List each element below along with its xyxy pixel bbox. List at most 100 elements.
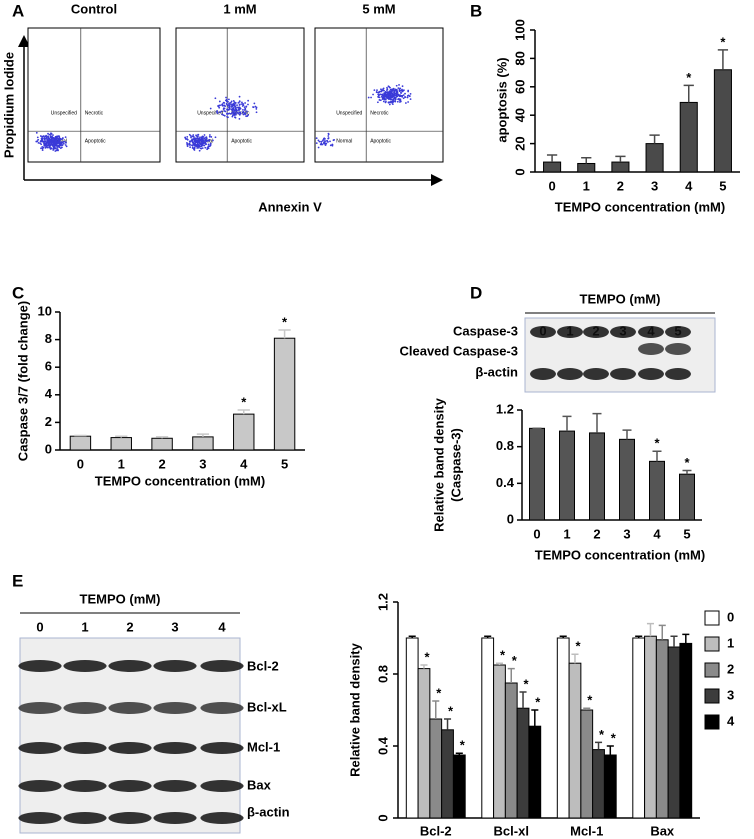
x-tick-label: 0: [77, 456, 84, 471]
flow-dot: [208, 135, 211, 138]
flow-dot: [380, 90, 383, 93]
flow-dot: [186, 138, 189, 141]
x-axis-label: TEMPO concentration (mM): [535, 547, 705, 562]
flow-dot: [244, 102, 247, 104]
flow-dot: [48, 142, 51, 145]
blot-band: [610, 368, 636, 380]
blot-band: [665, 368, 691, 380]
flow-dot: [54, 136, 57, 139]
legend-swatch: [704, 636, 720, 652]
flow-dot: [225, 100, 228, 103]
bar: [559, 430, 575, 521]
x-tick-label: Bcl-2: [420, 823, 452, 838]
flow-dot: [239, 112, 242, 115]
flow-dot: [199, 145, 202, 148]
y-tick-label: 2: [45, 414, 52, 429]
x-tick-label: 4: [685, 178, 693, 193]
flow-dot: [50, 143, 52, 146]
bar: [110, 437, 132, 451]
flow-dot: [225, 96, 227, 99]
flow-dot: [47, 135, 49, 138]
y-tick-label: 8: [45, 331, 52, 346]
flow-dot: [191, 141, 194, 144]
bar: [619, 438, 635, 521]
y-tick-label: 0.4: [496, 475, 515, 490]
flow-dot: [254, 105, 257, 108]
flow-dot: [317, 139, 320, 142]
x-tick-label: 0: [548, 178, 555, 193]
flow-dot: [224, 99, 227, 102]
flow-dot: [247, 99, 250, 102]
quadrant-label: Unspecified: [51, 111, 77, 117]
y-axis-label: apoptosis (%): [494, 57, 509, 142]
flow-dot: [238, 100, 241, 103]
lane-label: 1: [81, 619, 88, 634]
flow-dot: [39, 140, 42, 143]
flow-dot: [238, 108, 240, 111]
flow-dot: [321, 143, 324, 146]
flow-dot: [376, 89, 378, 92]
flow-dot: [194, 143, 197, 145]
flow-dot: [396, 91, 399, 94]
bar: [233, 413, 255, 451]
flow-dot: [387, 92, 390, 95]
flow-dot: [196, 137, 198, 140]
bar: [644, 635, 657, 819]
flow-dot: [226, 115, 228, 118]
flow-dot: [324, 144, 327, 147]
flow-dot: [191, 139, 194, 142]
flow-dot: [242, 108, 244, 111]
flow-dot: [253, 102, 256, 105]
flow-dot: [197, 133, 199, 136]
flow-dot: [220, 110, 223, 113]
flow-dot: [389, 88, 392, 91]
panel-label: B: [470, 1, 482, 20]
x-tick-label: 1: [583, 178, 590, 193]
bar: [667, 646, 681, 819]
error-bar: [581, 157, 592, 164]
blot-band: [18, 660, 62, 672]
y-tick-label: 6: [45, 359, 52, 374]
flow-dot: [56, 141, 59, 143]
lane-label: 4: [218, 619, 226, 634]
error-bar: [670, 635, 678, 647]
flow-dot: [219, 111, 221, 114]
bar: [713, 69, 732, 173]
flow-dot: [219, 104, 222, 107]
flow-dot: [204, 143, 207, 146]
blot-band: [530, 326, 556, 338]
y-tick-label: 1.2: [375, 593, 390, 611]
flow-dot: [407, 94, 410, 97]
flow-title: 1 mM: [223, 1, 256, 16]
flow-dot: [327, 132, 330, 135]
flow-dot: [209, 142, 212, 145]
error-bar: [443, 718, 452, 730]
quadrant-label: Necrotic: [370, 111, 389, 117]
blot-band: [108, 780, 152, 792]
x-tick-label: 5: [719, 178, 726, 193]
flow-dot: [217, 105, 219, 107]
flow-dot: [196, 147, 199, 149]
flow-dot: [192, 143, 195, 145]
blot-band: [18, 702, 62, 714]
flow-dot: [41, 135, 44, 138]
flow-dot: [55, 143, 58, 146]
flow-dot: [196, 135, 199, 138]
flow-dot: [395, 89, 398, 91]
bar: [151, 437, 173, 451]
flow-dot: [59, 143, 62, 145]
flow-dot: [188, 143, 191, 146]
bar: [592, 749, 605, 819]
y-tick-label: 0: [375, 814, 390, 821]
error-bar: [606, 745, 614, 755]
flow-dot: [238, 117, 241, 120]
flow-dot: [399, 98, 402, 101]
x-tick-label: Bcl-xl: [494, 823, 529, 838]
flow-dot: [230, 100, 233, 103]
flow-dot: [381, 89, 384, 92]
flow-dot: [55, 149, 58, 152]
y-tick-label: 100: [512, 19, 527, 41]
flow-dot: [202, 136, 205, 138]
flow-dot: [227, 108, 230, 111]
y-tick-label: 1.2: [496, 401, 514, 416]
